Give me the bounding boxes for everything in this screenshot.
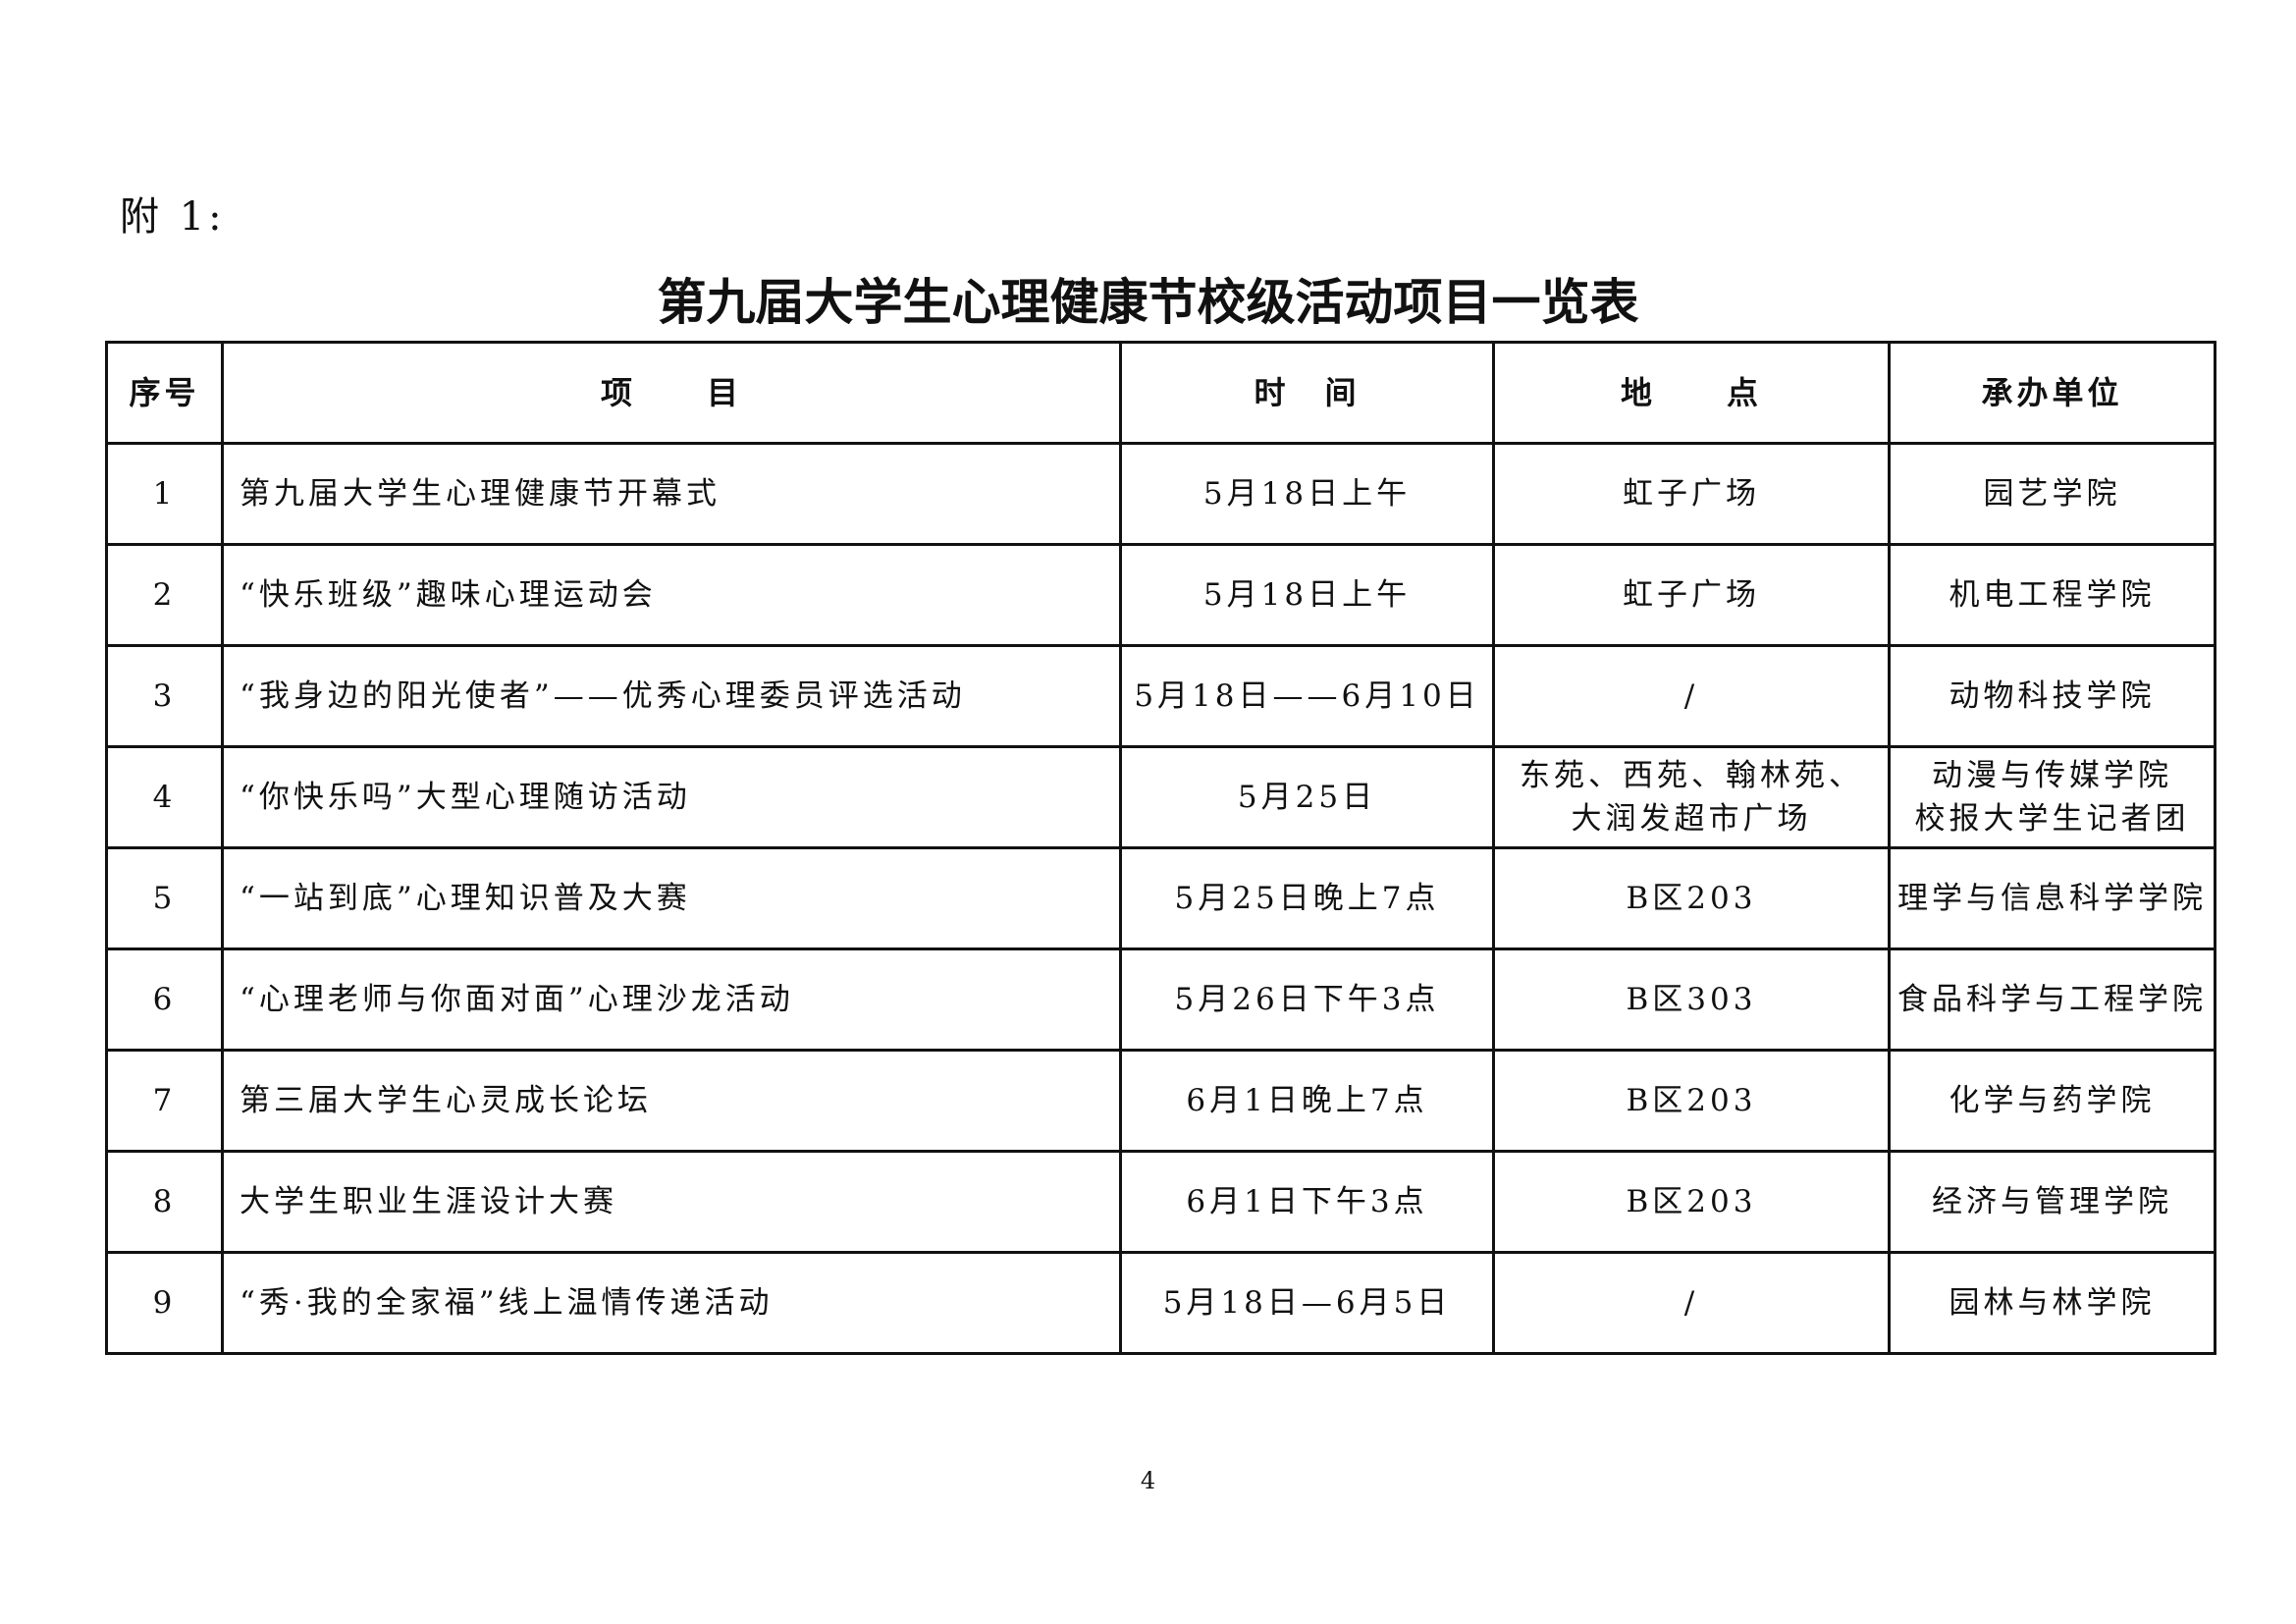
cell-time: 5月25日 — [1119, 745, 1495, 849]
table-row: 7 第三届大学生心灵成长论坛 6月1日晚上7点 B区203 化学与药学院 — [105, 1049, 2216, 1153]
table-row: 3 “我身边的阳光使者”——优秀心理委员评选活动 5月18日——6月10日 / 动物科技… — [105, 644, 2216, 748]
cell-no: 1 — [105, 442, 224, 546]
cell-no: 9 — [105, 1251, 224, 1355]
cell-host: 理学与信息科学学院 — [1888, 846, 2216, 950]
cell-place: B区203 — [1492, 1150, 1891, 1254]
page-number: 4 — [1140, 1467, 1156, 1494]
cell-no: 4 — [105, 745, 224, 849]
cell-host: 食品科学与工程学院 — [1888, 947, 2216, 1052]
cell-place: 东苑、西苑、翰林苑、 大润发超市广场 — [1492, 745, 1891, 849]
cell-place: 虹子广场 — [1492, 543, 1891, 647]
cell-time: 5月18日上午 — [1119, 543, 1495, 647]
cell-time: 5月18日上午 — [1119, 442, 1495, 546]
cell-item: “一站到底”心理知识普及大赛 — [221, 846, 1122, 950]
cell-item: 第九届大学生心理健康节开幕式 — [221, 442, 1122, 546]
cell-place: 虹子广场 — [1492, 442, 1891, 546]
header-time: 时 间 — [1119, 341, 1495, 445]
table-row: 9 “秀·我的全家福”线上温情传递活动 5月18日—6月5日 / 园林与林学院 — [105, 1251, 2216, 1355]
cell-no: 2 — [105, 543, 224, 647]
cell-place: B区203 — [1492, 846, 1891, 950]
table-row: 6 “心理老师与你面对面”心理沙龙活动 5月26日下午3点 B区303 食品科学与工程学… — [105, 947, 2216, 1052]
annex-label: 附 1: — [120, 194, 226, 240]
cell-time: 5月26日下午3点 — [1119, 947, 1495, 1052]
cell-place: B区303 — [1492, 947, 1891, 1052]
cell-host: 化学与药学院 — [1888, 1049, 2216, 1153]
cell-item: “秀·我的全家福”线上温情传递活动 — [221, 1251, 1122, 1355]
cell-host: 园林与林学院 — [1888, 1251, 2216, 1355]
table-row: 1 第九届大学生心理健康节开幕式 5月18日上午 虹子广场 园艺学院 — [105, 442, 2216, 546]
cell-place: B区203 — [1492, 1049, 1891, 1153]
table-row: 5 “一站到底”心理知识普及大赛 5月25日晚上7点 B区203 理学与信息科学学院 — [105, 846, 2216, 950]
cell-time: 5月18日—6月5日 — [1119, 1251, 1495, 1355]
header-host: 承办单位 — [1888, 341, 2216, 445]
table-header-row: 序号 项 目 时 间 地 点 承办单位 — [105, 341, 2216, 445]
page-title: 第九届大学生心理健康节校级活动项目一览表 — [657, 274, 1639, 331]
header-no: 序号 — [105, 341, 224, 445]
cell-place: / — [1492, 644, 1891, 748]
cell-time: 5月25日晚上7点 — [1119, 846, 1495, 950]
cell-time: 5月18日——6月10日 — [1119, 644, 1495, 748]
activity-table: 序号 项 目 时 间 地 点 承办单位 1 第九届大学生心理健康节开幕式 5月18日… — [105, 341, 2216, 1355]
cell-host: 园艺学院 — [1888, 442, 2216, 546]
cell-place: / — [1492, 1251, 1891, 1355]
cell-item: “心理老师与你面对面”心理沙龙活动 — [221, 947, 1122, 1052]
table-row: 8 大学生职业生涯设计大赛 6月1日下午3点 B区203 经济与管理学院 — [105, 1150, 2216, 1254]
cell-host: 经济与管理学院 — [1888, 1150, 2216, 1254]
cell-host: 动物科技学院 — [1888, 644, 2216, 748]
cell-no: 8 — [105, 1150, 224, 1254]
cell-host: 动漫与传媒学院 校报大学生记者团 — [1888, 745, 2216, 849]
cell-item: “我身边的阳光使者”——优秀心理委员评选活动 — [221, 644, 1122, 748]
cell-time: 6月1日下午3点 — [1119, 1150, 1495, 1254]
cell-item: “你快乐吗”大型心理随访活动 — [221, 745, 1122, 849]
cell-no: 3 — [105, 644, 224, 748]
cell-no: 5 — [105, 846, 224, 950]
cell-time: 6月1日晚上7点 — [1119, 1049, 1495, 1153]
cell-no: 6 — [105, 947, 224, 1052]
cell-host: 机电工程学院 — [1888, 543, 2216, 647]
header-place: 地 点 — [1492, 341, 1891, 445]
table-row: 4 “你快乐吗”大型心理随访活动 5月25日 东苑、西苑、翰林苑、 大润发超市广场 动漫… — [105, 745, 2216, 849]
cell-item: 第三届大学生心灵成长论坛 — [221, 1049, 1122, 1153]
cell-item: “快乐班级”趣味心理运动会 — [221, 543, 1122, 647]
table-row: 2 “快乐班级”趣味心理运动会 5月18日上午 虹子广场 机电工程学院 — [105, 543, 2216, 647]
header-item: 项 目 — [221, 341, 1122, 445]
cell-no: 7 — [105, 1049, 224, 1153]
cell-item: 大学生职业生涯设计大赛 — [221, 1150, 1122, 1254]
